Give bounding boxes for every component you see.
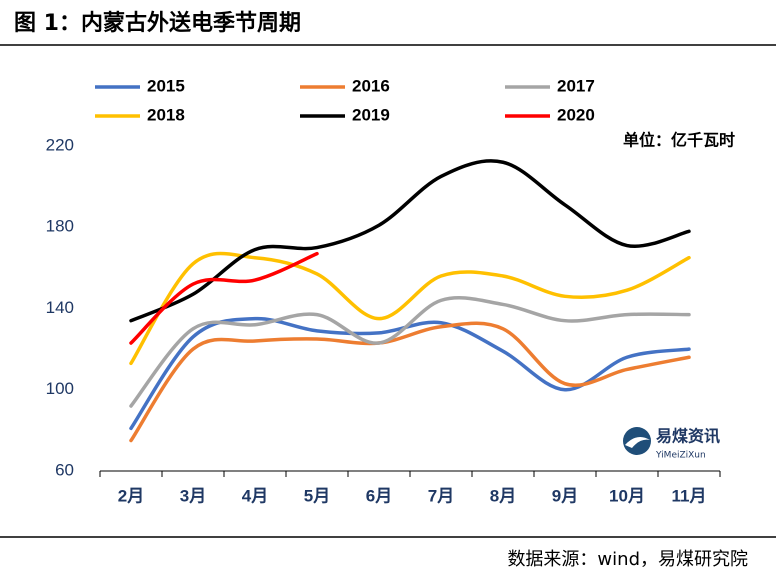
chart-title: 图 1：内蒙古外送电季节周期 — [14, 10, 301, 36]
legend-label: 2020 — [557, 105, 595, 124]
legend-label: 2015 — [147, 76, 185, 95]
y-tick-label: 60 — [55, 460, 74, 479]
x-tick-label: 4月 — [242, 486, 268, 505]
x-tick-label: 3月 — [180, 486, 206, 505]
unit-label: 单位：亿千瓦时 — [623, 131, 735, 150]
legend-label: 2018 — [147, 105, 185, 124]
x-tick-label: 7月 — [428, 486, 454, 505]
legend-label: 2016 — [352, 76, 390, 95]
x-tick-label: 2月 — [118, 486, 144, 505]
legend-label: 2019 — [352, 105, 390, 124]
logo-name: 易煤资讯 — [656, 427, 720, 446]
logo-subtitle: YiMeiZiXun — [655, 451, 706, 461]
x-tick-label: 6月 — [366, 486, 392, 505]
x-tick-label: 5月 — [304, 486, 330, 505]
series-line — [129, 159, 691, 323]
series-line — [129, 251, 691, 366]
series-line — [129, 251, 319, 345]
series-line — [129, 296, 691, 408]
source: 数据来源：wind，易煤研究院 — [507, 549, 748, 570]
logo-wave — [625, 436, 650, 448]
y-tick-label: 100 — [46, 379, 74, 398]
y-tick-label: 140 — [46, 298, 74, 317]
logo: 易煤资讯 YiMeiZiXun — [623, 427, 720, 461]
x-tick-label: 8月 — [490, 486, 516, 505]
x-tick-label: 11月 — [672, 486, 707, 505]
y-tick-label: 180 — [46, 217, 74, 236]
legend-label: 2017 — [557, 76, 595, 95]
y-tick-label: 220 — [46, 135, 74, 154]
series-line — [129, 321, 691, 443]
x-tick-label: 10月 — [609, 486, 645, 505]
x-tick-label: 9月 — [552, 486, 578, 505]
